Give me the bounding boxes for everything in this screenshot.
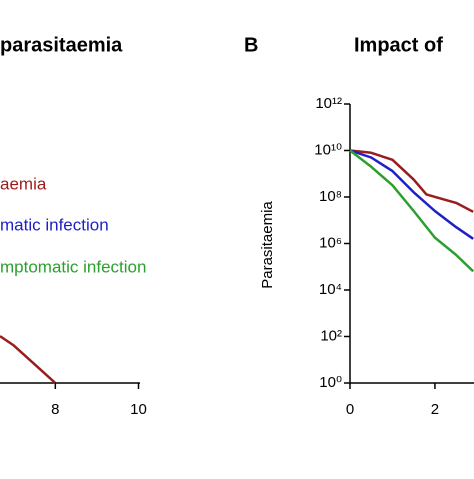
- line-series: [349, 149, 474, 240]
- y-tick-label: 10¹²: [315, 95, 342, 112]
- panel-label: B: [244, 34, 258, 56]
- x-tick-label: 8: [51, 401, 59, 418]
- x-tick-label: 2: [431, 401, 439, 418]
- chart-title: Impact of: [354, 34, 443, 56]
- x-tick-label: 10: [130, 401, 147, 418]
- x-tick-label: 0: [346, 401, 354, 418]
- y-tick-label: 10⁰: [319, 374, 342, 391]
- y-tick-label: 10²: [320, 327, 342, 344]
- line-series: [0, 335, 57, 384]
- y-tick-label: 10⁴: [319, 281, 342, 298]
- y-tick-label: 10¹⁰: [314, 141, 342, 158]
- legend-label: aemia: [0, 174, 47, 193]
- legend-label: mptomatic infection: [0, 257, 146, 276]
- y-tick-label: 10⁶: [319, 234, 342, 251]
- legend-label: matic infection: [0, 215, 109, 234]
- y-axis-label: Parasitaemia: [259, 201, 276, 289]
- line-series: [349, 149, 474, 273]
- chart-title: parasitaemia: [0, 34, 123, 56]
- y-tick-label: 10⁸: [319, 188, 342, 205]
- line-series: [349, 149, 474, 213]
